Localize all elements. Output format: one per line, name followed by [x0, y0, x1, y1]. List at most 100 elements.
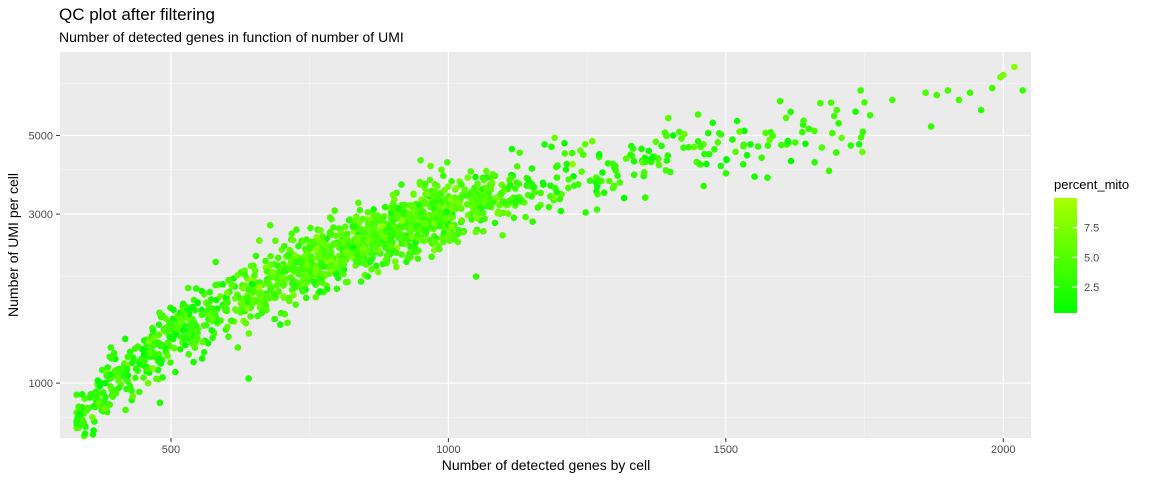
data-point [297, 258, 305, 266]
data-point [565, 184, 572, 192]
data-point [272, 237, 279, 245]
data-point [593, 183, 601, 190]
data-point [436, 220, 443, 227]
data-point [977, 106, 985, 114]
data-point [714, 139, 722, 146]
data-point [594, 190, 601, 198]
data-point [478, 193, 486, 200]
data-point [697, 161, 704, 168]
data-point [506, 181, 514, 189]
data-point [321, 247, 328, 254]
data-point [228, 317, 235, 325]
data-point [847, 142, 855, 149]
data-point [523, 182, 531, 189]
data-point [758, 154, 765, 161]
data-point [448, 178, 455, 185]
data-point [468, 202, 475, 209]
data-point [263, 268, 271, 275]
data-point [87, 391, 94, 398]
data-point [284, 252, 291, 259]
data-point [711, 146, 718, 153]
data-point [389, 217, 397, 224]
data-point [694, 138, 702, 145]
y-axis-title: Number of UMI per cell [5, 173, 21, 317]
data-point [922, 89, 929, 96]
data-point [700, 182, 707, 190]
data-point [458, 217, 466, 224]
data-point [500, 209, 507, 217]
data-point [414, 255, 422, 262]
data-point [705, 150, 713, 158]
data-point [144, 379, 152, 387]
data-point [537, 189, 544, 197]
data-point [243, 304, 251, 312]
data-point [838, 134, 845, 142]
data-point [593, 206, 601, 213]
data-point [112, 370, 119, 378]
data-point [228, 281, 235, 289]
data-point [206, 288, 214, 296]
data-point [274, 254, 282, 262]
data-point [508, 174, 515, 181]
data-point [467, 168, 475, 175]
data-point [304, 261, 311, 268]
data-point [164, 352, 171, 360]
x-tick-label: 2000 [991, 444, 1015, 456]
data-point [344, 278, 352, 286]
data-point [330, 224, 337, 231]
data-point [345, 217, 353, 224]
data-point [389, 204, 397, 211]
data-point [430, 210, 438, 217]
data-point [247, 262, 255, 270]
data-point [497, 191, 505, 198]
data-point [510, 214, 518, 222]
data-point [685, 143, 692, 151]
data-point [516, 149, 523, 156]
data-point [365, 237, 372, 245]
data-point [513, 179, 521, 186]
legend-label: 7.5 [1084, 223, 1099, 235]
data-point [417, 157, 424, 164]
data-point [136, 360, 144, 368]
data-point [852, 108, 859, 115]
data-point [341, 223, 349, 231]
data-point [284, 319, 291, 327]
data-point [438, 166, 445, 174]
data-point [461, 186, 469, 193]
data-point [338, 230, 345, 237]
data-point [715, 130, 723, 137]
data-point [326, 229, 334, 237]
data-point [595, 176, 602, 184]
data-point [280, 294, 288, 302]
data-point [787, 157, 795, 165]
data-point [641, 169, 648, 176]
data-point [224, 299, 231, 306]
data-point [472, 228, 480, 236]
data-point [401, 201, 409, 209]
y-tick-label: 3000 [29, 209, 53, 221]
data-point [483, 167, 490, 175]
data-point [861, 99, 868, 106]
data-point [747, 141, 754, 148]
data-point [513, 163, 521, 170]
data-point [378, 217, 385, 224]
data-point [312, 293, 320, 301]
data-point [149, 327, 157, 335]
data-point [255, 284, 262, 291]
data-point [258, 309, 266, 317]
data-point [383, 252, 391, 259]
data-point [389, 191, 397, 199]
data-point [764, 142, 772, 149]
data-point [301, 245, 309, 253]
data-point [90, 427, 97, 434]
data-point [565, 176, 573, 183]
data-point [563, 160, 571, 168]
data-point [381, 203, 389, 211]
data-point [255, 237, 263, 244]
data-point [107, 344, 115, 351]
data-point [279, 278, 287, 285]
data-point [316, 288, 324, 295]
data-point [799, 128, 806, 136]
data-point [353, 238, 361, 245]
data-point [156, 399, 164, 407]
